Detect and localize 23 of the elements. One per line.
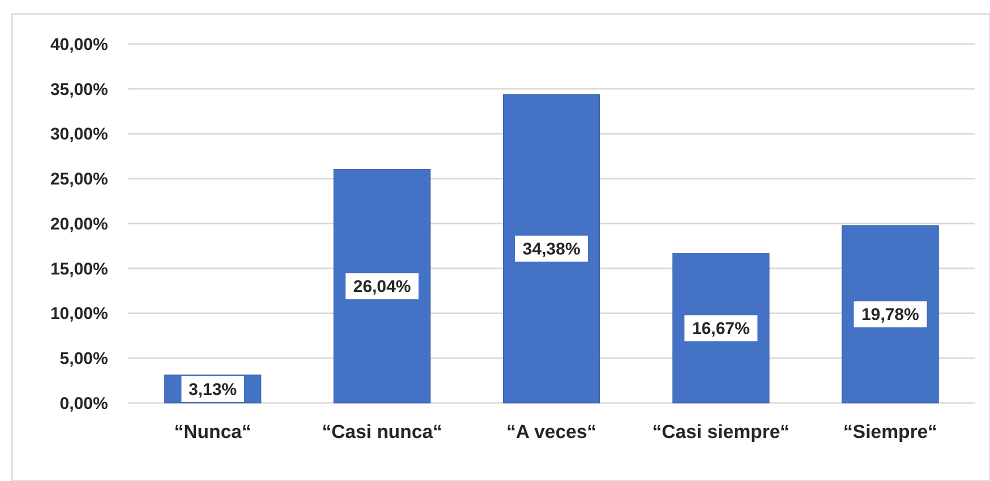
data-label: 19,78% [861, 305, 920, 324]
y-tick-label: 10,00% [50, 304, 108, 324]
y-tick-label: 25,00% [50, 170, 108, 189]
x-tick-label: “Casi siempre“ [652, 422, 790, 443]
x-tick-label: “Nunca“ [174, 422, 252, 443]
y-tick-label: 30,00% [50, 124, 108, 144]
y-tick-label: 40,00% [50, 34, 108, 54]
x-tick-label: “A veces“ [506, 422, 597, 443]
y-tick-label: 0,00% [60, 394, 108, 413]
y-tick-label: 35,00% [50, 80, 108, 99]
bar [842, 225, 939, 404]
data-label: 16,67% [692, 319, 750, 338]
data-label: 3,13% [188, 380, 237, 399]
x-tick-label: “Siempre“ [843, 422, 938, 443]
y-tick-label: 15,00% [50, 259, 108, 278]
data-label: 34,38% [522, 240, 580, 259]
bar [672, 253, 770, 404]
bar [502, 94, 600, 404]
data-label: 26,04% [353, 277, 411, 296]
bar [334, 169, 431, 404]
y-tick-label: 20,00% [50, 214, 108, 234]
y-tick-label: 5,00% [60, 349, 108, 368]
x-tick-label: “Casi nunca“ [322, 422, 442, 443]
